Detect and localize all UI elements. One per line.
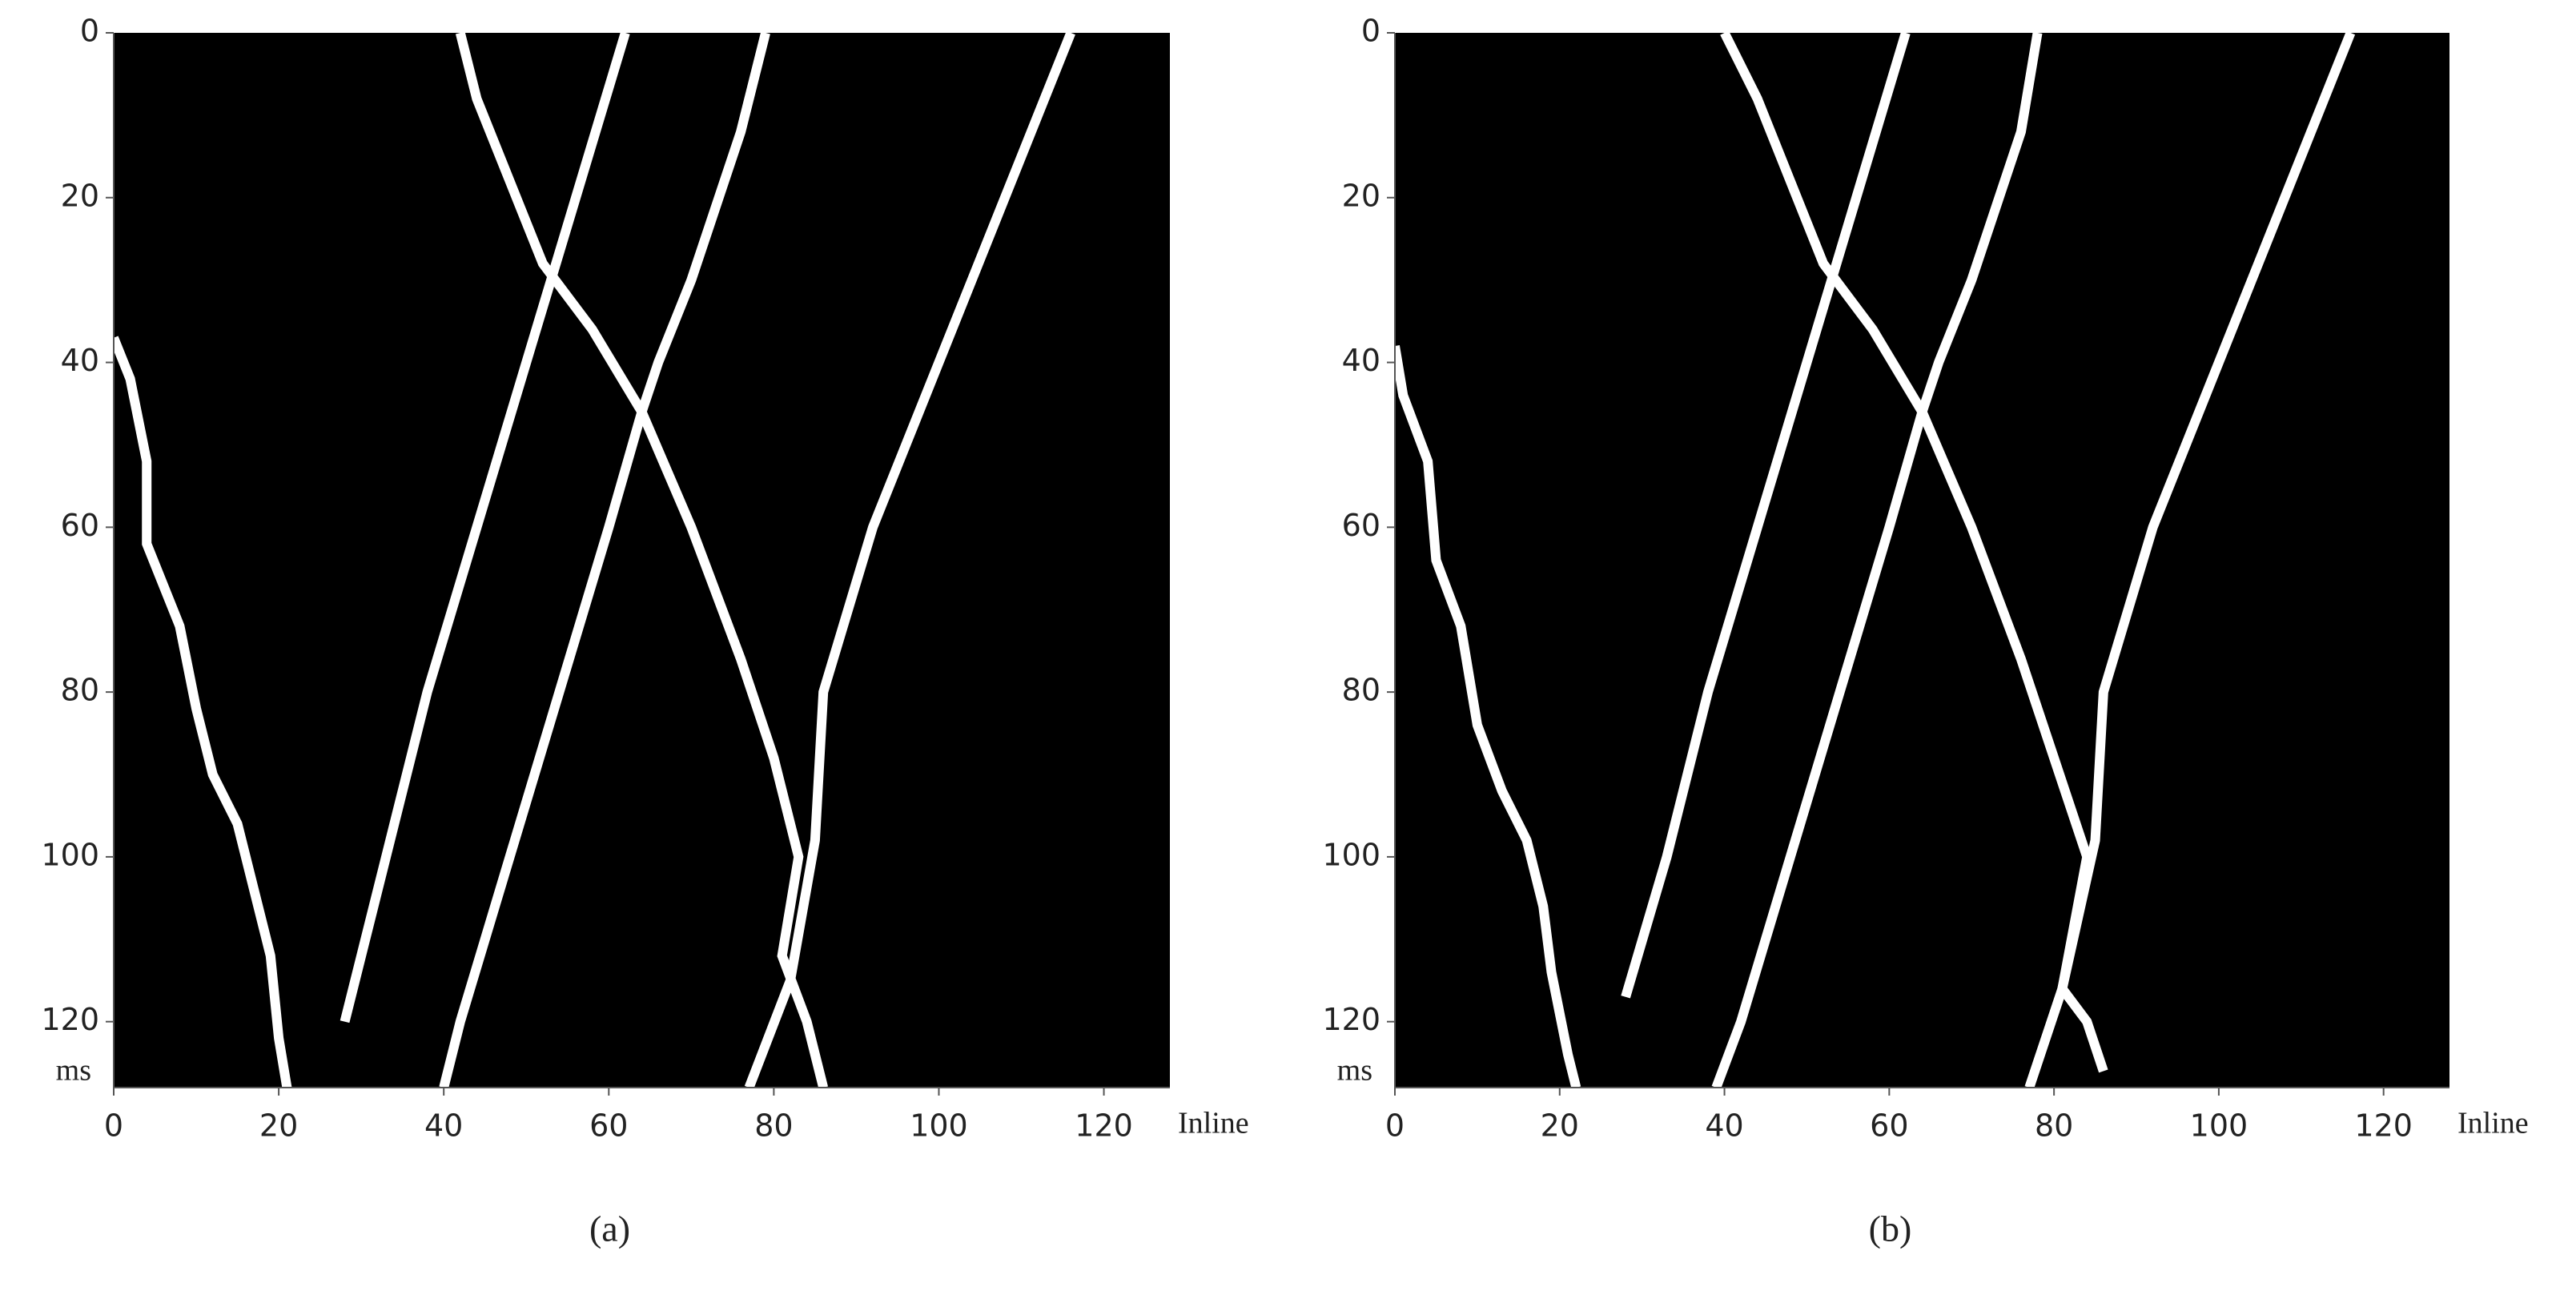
x-tick-label: 40	[424, 1108, 463, 1144]
x-tick-label: 40	[1705, 1108, 1743, 1144]
plot-background	[1395, 33, 2449, 1088]
y-tick-label: 100	[41, 837, 99, 872]
y-tick-label: 20	[1342, 178, 1380, 213]
y-axis-label: ms	[1337, 1054, 1372, 1088]
trace-line	[1395, 344, 1581, 1088]
x-axis-label: Inline	[1178, 1107, 1249, 1140]
x-tick-label: 60	[1870, 1108, 1908, 1144]
y-tick-label: 100	[1322, 837, 1380, 872]
x-tick-label: 120	[2354, 1108, 2413, 1144]
trace-line	[340, 33, 630, 1024]
x-tick-label: 60	[589, 1108, 628, 1144]
y-axis-label: ms	[56, 1054, 91, 1088]
y-tick-label: 80	[61, 673, 99, 708]
caption: (a)	[589, 1209, 630, 1249]
trace-line	[439, 33, 770, 1088]
y-tick-label: 40	[1342, 343, 1380, 378]
trace-line	[744, 33, 1075, 1088]
y-tick-label: 0	[80, 14, 99, 49]
x-tick-label: 120	[1075, 1108, 1133, 1144]
y-tick-label: 120	[41, 1002, 99, 1037]
trace-line	[1621, 33, 1911, 999]
trace-line	[455, 33, 829, 1088]
caption: (b)	[1869, 1209, 1912, 1249]
x-axis-label: Inline	[2457, 1107, 2529, 1140]
x-tick-label: 20	[259, 1108, 298, 1144]
x-tick-label: 100	[910, 1108, 968, 1144]
y-tick-label: 120	[1322, 1002, 1380, 1037]
x-tick-label: 100	[2190, 1108, 2248, 1144]
trace-line	[2024, 33, 2356, 1088]
y-tick-label: 0	[1361, 14, 1380, 49]
y-tick-label: 40	[61, 343, 99, 378]
y-tick-label: 60	[61, 508, 99, 543]
trace-line	[1711, 33, 2043, 1088]
x-tick-label: 0	[104, 1108, 123, 1144]
x-tick-label: 80	[2035, 1108, 2073, 1144]
y-tick-label: 80	[1342, 673, 1380, 708]
x-tick-label: 80	[754, 1108, 793, 1144]
x-tick-label: 0	[1385, 1108, 1405, 1144]
y-tick-label: 60	[1342, 508, 1380, 543]
y-tick-label: 20	[61, 178, 99, 213]
plot-background	[114, 33, 1170, 1088]
x-tick-label: 20	[1541, 1108, 1579, 1144]
trace-line	[114, 336, 292, 1088]
